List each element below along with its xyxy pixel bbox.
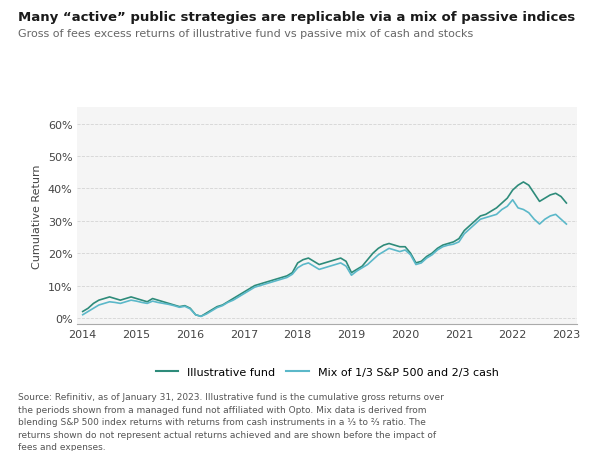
- Legend: Illustrative fund, Mix of 1/3 S&P 500 and 2/3 cash: Illustrative fund, Mix of 1/3 S&P 500 an…: [152, 363, 503, 382]
- Text: Many “active” public strategies are replicable via a mix of passive indices: Many “active” public strategies are repl…: [18, 11, 575, 24]
- Text: Source: Refinitiv, as of January 31, 2023. Illustrative fund is the cumulative g: Source: Refinitiv, as of January 31, 202…: [18, 392, 444, 451]
- Text: Gross of fees excess returns of illustrative fund vs passive mix of cash and sto: Gross of fees excess returns of illustra…: [18, 29, 473, 39]
- Y-axis label: Cumulative Return: Cumulative Return: [32, 164, 42, 269]
